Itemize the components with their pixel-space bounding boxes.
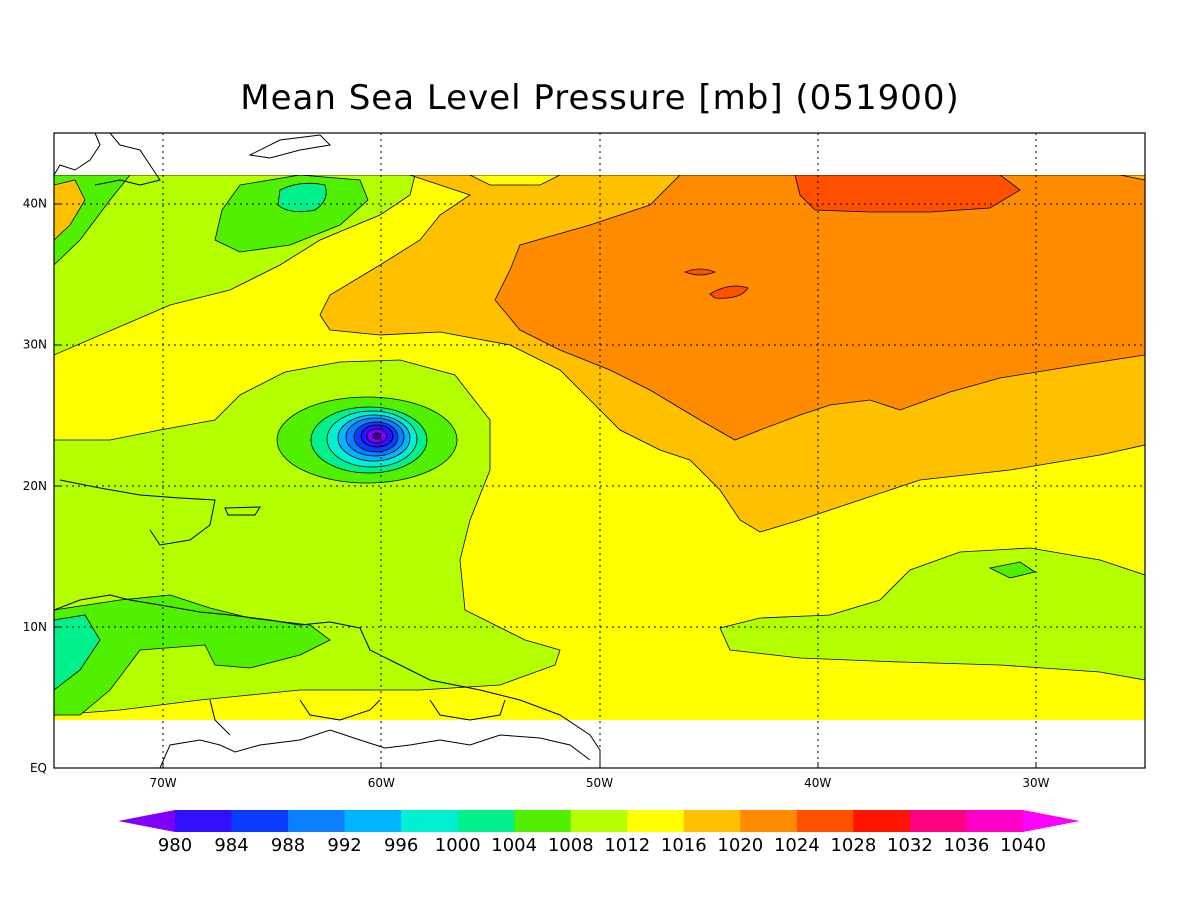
- colorbar-segment: [231, 810, 289, 832]
- colorbar: [118, 810, 1080, 832]
- colorbar-level-label: 1024: [774, 835, 820, 856]
- colorbar-level-label: 984: [214, 835, 248, 856]
- colorbar-level-label: 1032: [887, 835, 933, 856]
- x-tick-label: 70W: [150, 776, 177, 790]
- y-tick-label: 30N: [23, 338, 47, 352]
- colorbar-level-label: 1040: [1000, 835, 1046, 856]
- colorbar-segment: [401, 810, 459, 832]
- field-1024-high: [794, 175, 1021, 213]
- y-tick-label: EQ: [30, 761, 47, 775]
- colorbar-arrow-high: [1023, 810, 1080, 832]
- y-tick-label: 40N: [23, 197, 47, 211]
- y-tick-label: 10N: [23, 620, 47, 634]
- colorbar-level-label: 1016: [661, 835, 707, 856]
- field-1008-east: [988, 561, 1036, 579]
- x-tick-label: 30W: [1022, 776, 1049, 790]
- field-1004-south: [54, 614, 101, 691]
- colorbar-segment: [853, 810, 911, 832]
- field-1024-blob-a: [683, 268, 717, 276]
- colorbar-segment: [514, 810, 572, 832]
- field-1012-east: [719, 547, 1145, 681]
- colorbar-segment: [966, 810, 1024, 832]
- x-tick-label: 60W: [368, 776, 395, 790]
- colorbar-segment: [740, 810, 798, 832]
- gridlines: [54, 133, 1145, 768]
- colorbar-level-label: 1028: [830, 835, 876, 856]
- tick-marks: [54, 203, 1037, 769]
- x-tick-label: 40W: [804, 776, 831, 790]
- colorbar-segment: [627, 810, 685, 832]
- x-tick-labels: 70W 60W 50W 40W 30W: [150, 776, 1050, 790]
- colorbar-segment: [683, 810, 741, 832]
- colorbar-level-label: 988: [271, 835, 305, 856]
- colorbar-segment: [570, 810, 628, 832]
- colorbar-segment: [288, 810, 346, 832]
- colorbar-level-label: 1036: [944, 835, 990, 856]
- colorbar-segment: [175, 810, 233, 832]
- chart-title: Mean Sea Level Pressure [mb] (051900): [240, 78, 960, 118]
- y-tick-labels: EQ 10N 20N 30N 40N: [23, 197, 47, 775]
- field-1008-lobe: [214, 175, 369, 253]
- colorbar-labels: 980 984 988 992 996 1000 1004 1008 1012 1016 1020 1…: [158, 835, 1046, 856]
- y-tick-label: 20N: [23, 479, 47, 493]
- colorbar-segment: [909, 810, 967, 832]
- colorbar-level-label: 1004: [491, 835, 537, 856]
- field-1004-lobe: [277, 182, 327, 213]
- colorbar-level-label: 996: [384, 835, 418, 856]
- field-1016-nw: [54, 179, 86, 241]
- colorbar-segment: [796, 810, 854, 832]
- colorbar-segment: [344, 810, 402, 832]
- colorbar-arrow-low: [118, 810, 175, 832]
- colorbar-level-label: 1000: [435, 835, 481, 856]
- colorbar-level-label: 1012: [604, 835, 650, 856]
- coastlines: [54, 133, 601, 768]
- cyclone: [276, 396, 458, 484]
- field-1024-blob-b: [709, 285, 749, 299]
- field-1020-high: [494, 175, 1145, 441]
- colorbar-level-label: 980: [158, 835, 192, 856]
- colorbar-level-label: 992: [327, 835, 361, 856]
- colorbar-level-label: 1020: [717, 835, 763, 856]
- field-1012-n-strip: [469, 175, 561, 186]
- field-1008-south: [54, 594, 331, 716]
- x-tick-label: 50W: [586, 776, 613, 790]
- colorbar-segment: [457, 810, 515, 832]
- colorbar-level-label: 1008: [548, 835, 594, 856]
